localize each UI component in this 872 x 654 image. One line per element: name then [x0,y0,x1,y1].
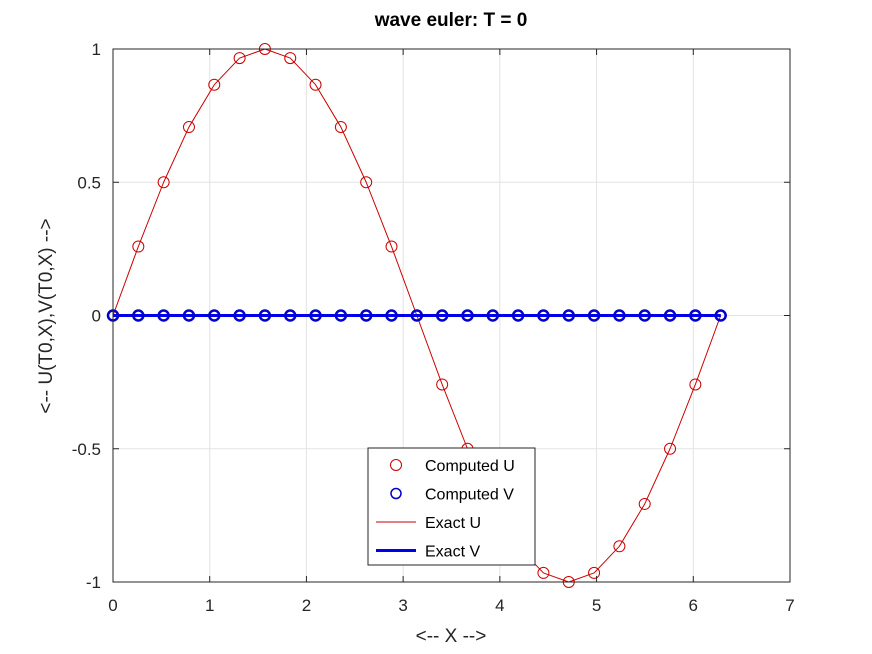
computed-v-marker [638,309,651,322]
computed-u-marker [638,497,651,510]
computed-u-marker [613,540,626,553]
computed-v-marker [385,309,398,322]
computed-v-marker [359,309,373,322]
computed-v-marker [486,309,500,322]
computed-v-marker [132,309,145,322]
computed-v-marker [435,309,449,322]
x-tick-label: 3 [398,596,407,615]
computed-v-marker [689,309,702,322]
computed-u-marker [233,52,246,65]
x-tick-label: 5 [592,596,601,615]
x-tick-label: 7 [785,596,794,615]
computed-v-marker [587,309,601,322]
x-tick-label: 1 [205,596,214,615]
computed-u-marker [284,52,297,65]
legend-entry-label: Computed V [425,487,514,504]
computed-v-marker [283,309,297,322]
x-tick-label: 6 [689,596,698,615]
computed-u-marker [436,378,449,391]
y-tick-label: 0 [92,307,101,326]
computed-u-marker [689,378,702,391]
computed-v-marker [537,309,550,322]
series-layer [106,43,727,588]
y-tick-label: -1 [86,573,101,592]
computed-v-marker [511,309,525,322]
computed-u-marker [588,566,601,579]
chart-title: wave euler: T = 0 [374,10,528,31]
legend-entry-label: Exact V [425,544,480,561]
legend-entry-label: Computed U [425,458,515,475]
legend-marker-icon [390,487,402,500]
computed-u-marker [157,176,170,189]
axes: 0 1 2 3 4 5 6 7 -1 -0.5 0 0.5 1 [72,40,795,615]
x-tick-label: 4 [495,596,504,615]
computed-v-marker [714,309,727,322]
computed-v-marker [208,309,221,322]
computed-v-marker [334,309,348,322]
computed-u-marker [309,78,322,91]
computed-v-marker [157,309,170,322]
computed-v-marker [562,309,576,322]
computed-u-marker [334,121,347,134]
legend-box [367,447,536,566]
y-tick-label: 1 [92,40,101,59]
x-tick-label: 2 [302,596,311,615]
x-tick-label: 0 [108,596,117,615]
computed-u-marker [537,566,550,579]
computed-u-marker [385,240,398,253]
computed-v-marker [663,309,677,322]
computed-v-marker [309,309,322,322]
y-tick-label: -0.5 [72,440,101,459]
computed-v-marker [410,309,424,322]
legend-marker-icon [390,459,402,471]
computed-u-marker [208,78,221,91]
computed-u-marker [360,176,373,189]
computed-u-marker [132,240,145,253]
computed-u-marker [182,121,195,134]
computed-v-marker [258,309,272,322]
legend-entry-label: Exact U [425,515,481,532]
y-tick-label: 0.5 [77,173,101,192]
x-axis-label: <-- X --> [416,626,487,647]
computed-v-marker [461,309,474,322]
computed-v-marker [233,309,246,322]
legend: Computed U Computed V Exact U Exact V [367,447,536,566]
y-axis-label: <-- U(T0,X),V(T0,X) --> [36,218,57,413]
computed-u-marker [664,442,677,455]
computed-v-marker [613,309,626,322]
computed-v-marker [182,309,196,322]
